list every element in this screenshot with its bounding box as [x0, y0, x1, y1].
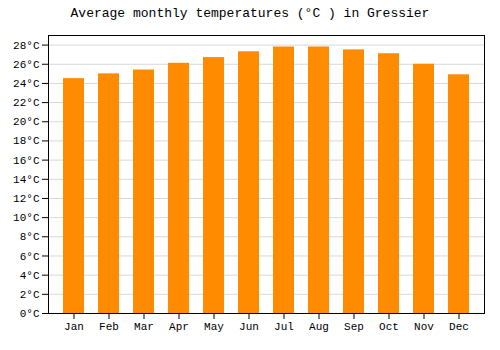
svg-text:Jul: Jul — [274, 321, 294, 333]
html-text:Average monthly temperatures (: Average monthly temperatures (°C ) in Gr… — [70, 6, 430, 21]
svg-text:Jun: Jun — [239, 321, 259, 333]
svg-text:28°C: 28°C — [13, 40, 40, 52]
svg-text:Aug: Aug — [309, 321, 329, 333]
svg-text:22°C: 22°C — [13, 97, 40, 109]
svg-text:Oct: Oct — [379, 321, 399, 333]
svg-text:May: May — [204, 321, 224, 333]
svg-text:20°C: 20°C — [13, 116, 40, 128]
svg-text:24°C: 24°C — [13, 78, 40, 90]
svg-text:16°C: 16°C — [13, 155, 40, 167]
svg-text:14°C: 14°C — [13, 174, 40, 186]
svg-text:2°C: 2°C — [20, 289, 40, 301]
svg-text:10°C: 10°C — [13, 212, 40, 224]
svg-text:Apr: Apr — [169, 321, 189, 333]
svg-text:6°C: 6°C — [20, 251, 40, 263]
svg-text:26°C: 26°C — [13, 59, 40, 71]
svg-text:18°C: 18°C — [13, 135, 40, 147]
svg-text:Mar: Mar — [134, 321, 154, 333]
svg-text:Feb: Feb — [99, 321, 119, 333]
svg-text:Nov: Nov — [414, 321, 434, 333]
svg-text:4°C: 4°C — [20, 270, 40, 282]
svg-text:Sep: Sep — [344, 321, 364, 333]
svg-text:Dec: Dec — [449, 321, 469, 333]
svg-text:Jan: Jan — [64, 321, 84, 333]
svg-text:8°C: 8°C — [20, 231, 40, 243]
svg-text:12°C: 12°C — [13, 193, 40, 205]
svg-text:0°C: 0°C — [20, 308, 40, 320]
